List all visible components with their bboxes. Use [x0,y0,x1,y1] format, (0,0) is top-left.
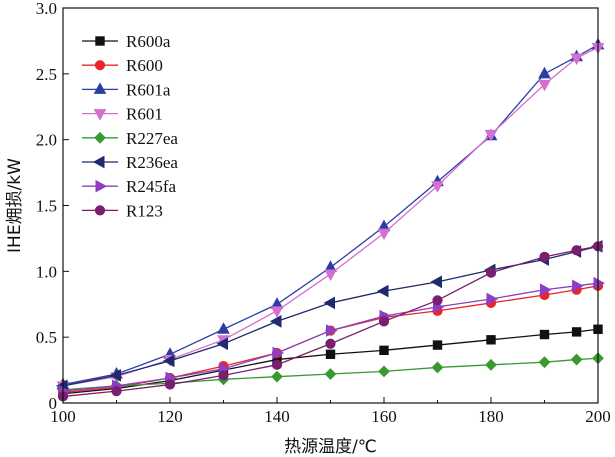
legend-label: R227ea [126,129,178,148]
data-point [216,337,228,351]
legend-label: R600 [126,56,163,75]
y-tick-label: 1.0 [36,262,57,281]
y-tick-label: 0 [49,394,58,413]
x-tick-label: 100 [50,407,76,426]
data-point [430,275,442,289]
data-point [485,267,497,278]
plot-frame [62,7,599,404]
data-point [570,53,583,66]
legend-marker [93,82,107,94]
data-point [377,228,391,241]
data-point [572,279,584,293]
legend-marker [95,36,105,46]
data-point [162,354,175,368]
y-tick-label: 3.0 [36,0,57,18]
data-point [109,369,121,382]
data-point [325,338,336,349]
data-point [538,66,551,79]
data-point [484,129,498,142]
series-line [62,328,599,395]
data-point [270,306,284,318]
data-point [272,346,285,360]
y-tick-label: 0.5 [36,328,57,347]
data-point [379,345,389,356]
y-axis-title: IHE㶲损/kW [5,158,25,253]
legend-label: R123 [126,201,163,220]
data-point [432,340,443,350]
x-tick-label: 180 [478,407,504,426]
y-tick-label: 2.5 [36,65,57,84]
data-point [538,79,551,92]
legend-label: R600a [126,32,171,51]
legend-entry: R600 [82,56,163,75]
axis-ticks: 100 120 140 160 180 200 0 0.5 1.0 1.5 2.0 2.5 3.0 [36,0,611,426]
data-point [217,322,230,334]
data-point [570,353,583,366]
legend-label: R601 [126,105,163,124]
data-point [486,335,496,345]
x-tick-label: 160 [371,407,397,426]
data-point [111,386,122,397]
legend-label: R236ea [126,153,178,172]
legend-label: R245fa [126,177,177,196]
data-point [324,368,337,380]
legend-marker [95,179,108,193]
x-tick-label: 140 [264,407,290,426]
data-point [271,359,283,370]
data-point [325,349,336,359]
data-point [432,295,443,306]
legend-marker [94,205,106,216]
legend-entry: R227ea [82,129,178,148]
data-point [431,181,444,193]
legend-entry: R245fa [82,177,177,196]
data-point [571,327,582,337]
data-point [323,296,335,310]
series-r123 [57,241,604,402]
data-point [593,276,606,290]
data-point [431,361,444,374]
series-r600a [58,324,603,399]
legend-entry: R123 [82,201,163,220]
y-tick-label: 1.5 [36,197,57,216]
data-point [218,370,229,381]
x-tick-label: 200 [585,407,611,426]
legend-marker [92,155,105,169]
series-line [62,245,599,398]
y-tick-label: 2.0 [36,131,57,150]
data-point [376,284,389,298]
legend-marker [94,60,106,71]
x-axis-title: 热源温度/℃ [284,437,377,457]
series-layer [55,37,606,402]
data-point [486,292,499,306]
data-point [571,245,582,256]
data-point [539,329,550,340]
legend-entry: R601a [82,80,171,99]
data-point [324,269,337,282]
data-point [485,358,497,371]
data-point [539,251,550,262]
legend-entry: R600a [82,32,171,51]
data-point [271,370,283,383]
legend: R600a R600 R601a R601 R227ea R236ea R245fa R123 [82,32,178,220]
data-point [540,283,552,297]
legend-entry: R236ea [82,153,178,172]
data-point [378,365,390,378]
legend-label: R601a [126,80,171,99]
data-point [269,315,282,328]
data-point [538,356,551,369]
legend-marker [93,109,107,121]
data-point [164,379,176,390]
series-line [62,44,599,386]
x-tick-label: 120 [157,407,183,426]
legend-entry: R601 [82,105,163,124]
legend-marker [94,131,106,144]
data-point [378,316,390,327]
data-point [326,324,338,337]
series-line [62,245,599,387]
